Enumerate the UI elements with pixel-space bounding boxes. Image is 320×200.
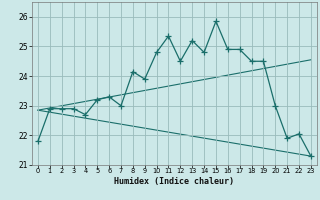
X-axis label: Humidex (Indice chaleur): Humidex (Indice chaleur) (115, 177, 234, 186)
